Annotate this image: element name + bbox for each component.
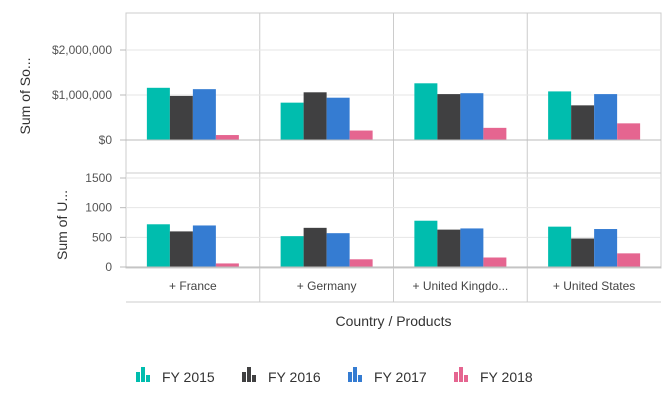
bar[interactable]: [349, 130, 373, 140]
bar[interactable]: [326, 97, 350, 140]
bar[interactable]: [280, 236, 304, 267]
bar[interactable]: [303, 227, 327, 267]
bar[interactable]: [617, 253, 641, 267]
bar[interactable]: [303, 92, 327, 140]
y-tick-label: 500: [92, 230, 112, 244]
category-label[interactable]: + United Kingdo...: [413, 279, 509, 293]
bar[interactable]: [548, 226, 572, 267]
legend-icon-bar[interactable]: [247, 367, 251, 382]
y-tick-label: $0: [99, 133, 113, 147]
bar[interactable]: [483, 257, 507, 267]
legend-icon-bar[interactable]: [459, 367, 463, 382]
x-axis-title: Country / Products: [336, 313, 452, 329]
legend-label[interactable]: FY 2015: [162, 369, 215, 385]
bar[interactable]: [414, 220, 438, 267]
bar[interactable]: [169, 95, 193, 140]
category-label[interactable]: + France: [169, 279, 217, 293]
legend-icon-bar[interactable]: [146, 375, 150, 382]
bar[interactable]: [594, 229, 618, 267]
legend-label[interactable]: FY 2017: [374, 369, 427, 385]
bar[interactable]: [414, 83, 438, 140]
y-tick-label: 1000: [85, 201, 112, 215]
bar[interactable]: [617, 123, 641, 140]
bar[interactable]: [460, 93, 484, 140]
legend-icon-bar[interactable]: [464, 375, 468, 382]
bar[interactable]: [146, 87, 170, 140]
legend-icon-bar[interactable]: [454, 372, 458, 382]
y-tick-label: $1,000,000: [52, 88, 112, 102]
legend-icon-bar[interactable]: [242, 372, 246, 382]
category-label[interactable]: + United States: [553, 279, 635, 293]
bar[interactable]: [349, 259, 373, 267]
bar[interactable]: [280, 102, 304, 140]
bar[interactable]: [215, 135, 239, 140]
legend-icon-bar[interactable]: [358, 375, 362, 382]
legend-label[interactable]: FY 2018: [480, 369, 533, 385]
bar[interactable]: [169, 231, 193, 267]
y-tick-label: 1500: [85, 171, 112, 185]
bar[interactable]: [571, 105, 595, 140]
bar[interactable]: [192, 225, 216, 267]
legend-icon-bar[interactable]: [141, 367, 145, 382]
bar[interactable]: [483, 127, 507, 140]
y-axis-title: Sum of So...: [17, 57, 33, 134]
legend-icon-bar[interactable]: [353, 367, 357, 382]
bar[interactable]: [192, 89, 216, 140]
y-tick-label: $2,000,000: [52, 43, 112, 57]
legend-label[interactable]: FY 2016: [268, 369, 321, 385]
bar[interactable]: [460, 228, 484, 267]
category-label[interactable]: + Germany: [297, 279, 357, 293]
bar[interactable]: [437, 229, 461, 267]
legend-icon-bar[interactable]: [136, 372, 140, 382]
bar[interactable]: [215, 263, 239, 267]
y-axis-title: Sum of U...: [54, 190, 70, 260]
legend-icon-bar[interactable]: [348, 372, 352, 382]
bar[interactable]: [146, 224, 170, 267]
legend-icon-bar[interactable]: [252, 375, 256, 382]
bar[interactable]: [571, 238, 595, 267]
y-tick-label: 0: [105, 260, 112, 274]
bar[interactable]: [437, 94, 461, 140]
bar[interactable]: [548, 91, 572, 140]
bar[interactable]: [594, 94, 618, 140]
bar[interactable]: [326, 233, 350, 267]
